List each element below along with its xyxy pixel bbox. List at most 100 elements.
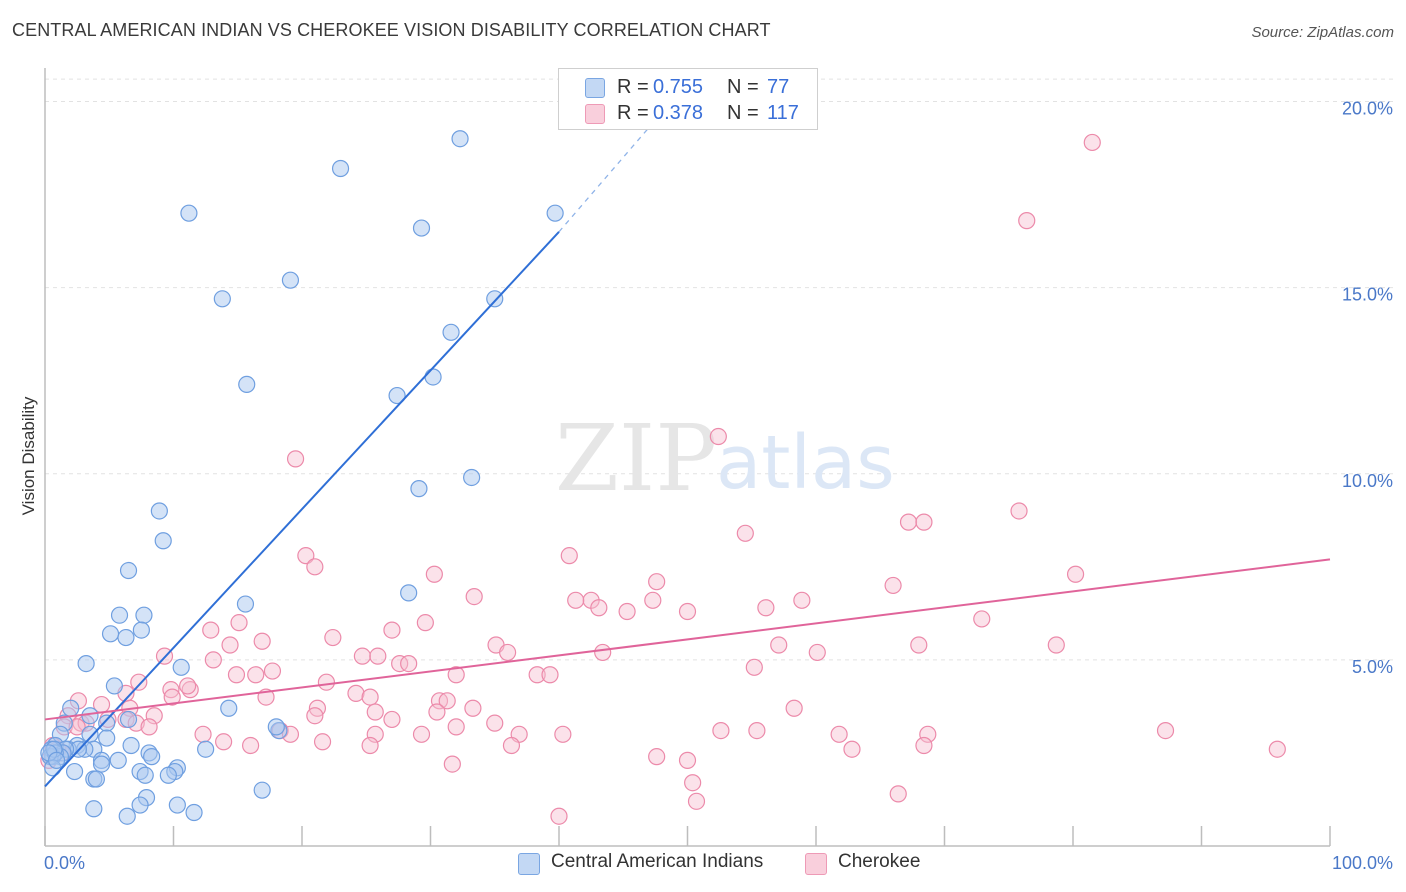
central-american-indians-point xyxy=(101,625,120,643)
y-tick-label: 5.0% xyxy=(1352,657,1393,677)
cherokee-point xyxy=(648,748,666,766)
central-american-indians-point xyxy=(62,699,80,717)
cherokee-point xyxy=(425,565,443,583)
cherokee-point xyxy=(757,599,775,617)
central-american-indians-point xyxy=(110,606,129,624)
central-american-indians-point xyxy=(442,323,460,341)
cherokee-point xyxy=(221,636,239,654)
cherokee-point xyxy=(736,524,754,542)
cherokee-point xyxy=(1156,722,1175,740)
central-american-indians-point xyxy=(180,204,198,222)
cherokee-point xyxy=(830,725,848,743)
legend-n-value: 117 xyxy=(767,102,799,124)
cherokee-point xyxy=(230,614,248,632)
x-tick-labels: 0.0% 100.0% xyxy=(44,853,1393,873)
central-american-indians-point xyxy=(87,770,106,788)
y-tick-label: 10.0% xyxy=(1342,471,1393,491)
cherokee-point xyxy=(973,610,991,628)
cherokee-point xyxy=(919,725,937,743)
cherokee-point xyxy=(353,647,371,665)
central-american-indians-point xyxy=(400,584,418,602)
cherokee-point xyxy=(383,621,401,639)
cherokee-point xyxy=(748,722,766,740)
central-american-indians-point xyxy=(131,796,149,814)
cherokee-point xyxy=(366,725,384,743)
cherokee-point xyxy=(383,710,401,729)
cherokee-point xyxy=(204,651,222,669)
trendlines xyxy=(44,127,1331,788)
central-american-indians-point xyxy=(81,707,99,725)
cherokee-point xyxy=(286,450,305,468)
cherokee-point xyxy=(1010,502,1028,520)
cherokee-point xyxy=(369,647,387,665)
central-american-indians-point xyxy=(267,718,285,736)
cherokee-point xyxy=(247,666,265,684)
cherokee-point xyxy=(361,688,379,706)
watermark-atlas: atlas xyxy=(716,420,895,506)
cherokee-point xyxy=(785,699,803,717)
cherokee-point xyxy=(889,785,907,803)
chart-title: CENTRAL AMERICAN INDIAN VS CHEROKEE VISI… xyxy=(12,20,771,40)
central-american-indians-point xyxy=(213,290,231,308)
legend-r-value: 0.378 xyxy=(653,102,704,124)
cherokee-point xyxy=(910,636,928,654)
central-american-indians-point xyxy=(122,736,140,755)
cherokee-point xyxy=(215,733,233,751)
x-tick-label: 0.0% xyxy=(44,853,85,873)
cherokee-point xyxy=(793,591,811,609)
cherokee-point xyxy=(884,576,902,595)
cherokee-point xyxy=(253,632,271,650)
central-american-indians-point xyxy=(136,766,154,784)
cherokee-point xyxy=(594,643,612,662)
cherokee-point xyxy=(163,688,181,706)
cherokee-point xyxy=(709,427,727,446)
central-american-indians-point xyxy=(109,751,127,769)
legend-label: Cherokee xyxy=(838,851,921,872)
cherokee-point xyxy=(915,736,933,755)
central-american-indians-point xyxy=(92,755,111,773)
central-american-indians-point xyxy=(238,375,256,394)
series-legend: Central American Indians Cherokee xyxy=(0,851,1406,877)
cherokee-point xyxy=(297,547,315,565)
cherokee-point xyxy=(618,602,636,621)
y-tick-labels: 5.0% 10.0% 15.0% 20.0% xyxy=(1342,99,1393,677)
cherokee-point xyxy=(899,513,918,531)
cherokee-point xyxy=(202,621,220,639)
cherokee-point xyxy=(194,725,212,743)
central-american-indians-point xyxy=(281,271,300,289)
legend-n-value: 77 xyxy=(767,76,790,98)
cherokee-point xyxy=(499,643,517,662)
central-american-indians-point xyxy=(451,130,469,148)
cherokee-point xyxy=(554,725,572,743)
central-american-indians-points xyxy=(40,130,564,825)
stats-legend: R = 0.755 N = 77 R = 0.378 N = 117 xyxy=(558,68,818,130)
cherokee-point xyxy=(770,636,788,654)
central-american-indians-point xyxy=(81,725,99,743)
cherokee-point xyxy=(366,703,384,721)
axes xyxy=(44,68,1331,847)
cherokee-point xyxy=(438,692,456,710)
cherokee-point xyxy=(1066,565,1085,583)
cherokee-point xyxy=(130,673,148,691)
central-american-indians-point xyxy=(119,561,138,580)
cherokee-point xyxy=(306,558,324,576)
cherokee-point xyxy=(242,736,260,755)
central-american-indians-point xyxy=(159,766,177,784)
cherokee-point xyxy=(447,718,465,736)
cherokee-point xyxy=(560,547,578,565)
cherokee-point xyxy=(447,666,465,684)
central-american-indians-point xyxy=(143,748,161,766)
central-american-indians-point xyxy=(463,468,481,487)
central-american-indians-point xyxy=(486,290,504,308)
cherokee-point xyxy=(145,707,163,725)
central-american-indians-point xyxy=(85,800,103,818)
legend-n-label: N = xyxy=(727,76,759,98)
cherokee-point xyxy=(313,733,332,751)
cherokee-point xyxy=(465,587,483,606)
central-american-indians-trendline-extension xyxy=(558,127,650,233)
cherokee-point xyxy=(1047,636,1065,654)
cherokee-point xyxy=(712,722,730,740)
cherokee-point xyxy=(306,707,324,725)
central-american-indians-point xyxy=(150,502,168,520)
